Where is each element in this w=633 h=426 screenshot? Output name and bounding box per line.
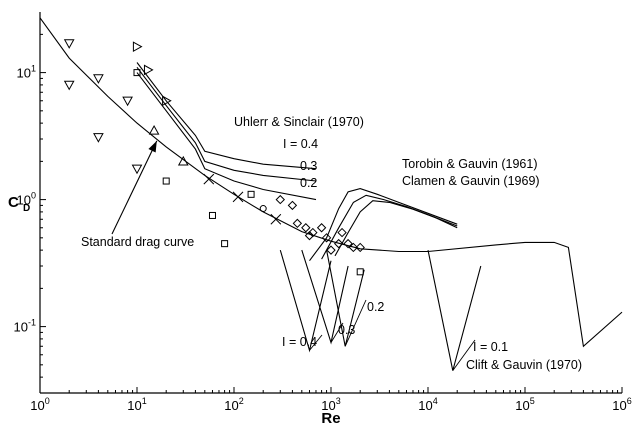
x-tick-label: 102 (224, 396, 243, 413)
curve-uhlherr-0.2 (136, 72, 317, 201)
y-axis-label-sub: D (23, 203, 30, 214)
x-tick-label: 106 (612, 396, 631, 413)
standard-drag-arrow-head (148, 140, 157, 153)
marker-diamond (321, 233, 332, 243)
annotation-uhlherr-02: 0.2 (300, 176, 317, 190)
annotation-clift: Clift & Gauvin (1970) (466, 358, 582, 372)
x-tick-label: 100 (30, 396, 49, 413)
annotation-uhlherr: Uhlerr & Sinclair (1970) (234, 115, 364, 129)
marker-square (133, 69, 141, 77)
y-axis-label-main: C (8, 194, 19, 211)
x-tick-label: 104 (418, 396, 437, 413)
curve-uhlherr-0.3 (136, 66, 317, 182)
annotation-clift-02: 0.2 (367, 300, 384, 314)
marker-x (232, 191, 244, 203)
marker-triangle-down (63, 39, 75, 49)
x-tick-label: 105 (515, 396, 534, 413)
marker-diamond (275, 194, 285, 205)
leader-clift-i04 (309, 334, 323, 351)
annotation-leaders (111, 140, 476, 371)
leader-clift-i01 (452, 339, 476, 371)
curve-torobin-0.3 (321, 194, 458, 260)
marker-triangle-down (93, 74, 104, 84)
standard-drag-arrow-shaft (111, 140, 158, 235)
marker-square (162, 177, 170, 185)
annotation-clift-03: 0.3 (338, 323, 355, 337)
marker-diamond (292, 218, 303, 229)
marker-diamond (348, 242, 359, 253)
curve-torobin-0.2 (334, 200, 458, 257)
annotation-torobin: Torobin & Gauvin (1961) (402, 157, 538, 171)
annotation-clift-i01: I = 0.1 (473, 340, 508, 354)
marker-triangle-right (143, 64, 154, 76)
y-tick-label: 101 (17, 64, 36, 81)
annotation-uhlherr-i04: I = 0.4 (283, 137, 318, 151)
curve-clift-0.3 (301, 249, 349, 345)
marker-triangle-right (132, 41, 143, 53)
marker-triangle-up (148, 124, 160, 135)
marker-diamond (333, 238, 344, 249)
annotation-standard-drag: Standard drag curve (81, 235, 194, 249)
marker-x (203, 173, 215, 185)
marker-triangle-right (162, 95, 172, 107)
leader-clift-02 (344, 299, 367, 347)
marker-diamond (343, 238, 353, 249)
marker-square (208, 211, 216, 219)
x-tick-label: 101 (127, 396, 146, 413)
leader-clift-03 (330, 322, 344, 343)
marker-triangle-up (177, 155, 189, 166)
marker-square (356, 268, 364, 276)
marker-x (270, 213, 282, 225)
marker-triangle-down (131, 164, 143, 175)
curves-layer (39, 17, 623, 371)
marker-square (221, 240, 229, 248)
marker-triangle-down (63, 80, 75, 91)
marker-diamond (287, 200, 298, 211)
marker-square (247, 190, 255, 198)
marker-triangle-down (93, 133, 104, 143)
marker-circle (259, 205, 267, 213)
marker-diamond (326, 245, 336, 255)
annotation-clift-i04: I = 0.4 (282, 335, 317, 349)
curve-torobin-0.4 (309, 188, 458, 262)
marker-diamond (316, 223, 327, 233)
marker-diamond (304, 230, 315, 241)
curve-clift-0.4 (279, 249, 332, 353)
y-tick-label: 100 (17, 191, 36, 208)
y-axis-label: C D (8, 194, 30, 214)
x-axis-label: Re (321, 410, 340, 426)
marker-triangle-down (122, 96, 133, 107)
annotation-uhlherr-03: 0.3 (300, 159, 317, 173)
x-tick-label: 103 (321, 396, 340, 413)
annotation-clamen: Clamen & Gauvin (1969) (402, 174, 540, 188)
curve-uhlherr-0.4 (136, 62, 317, 170)
marker-diamond (337, 227, 347, 238)
y-tick-label: 10-1 (14, 318, 36, 335)
axis-ticks: 100 101 102 103 104 105 106 10-1 100 101 (14, 33, 632, 413)
curve-clift-0.2 (326, 249, 365, 347)
markers-layer (63, 39, 365, 276)
marker-diamond (301, 223, 311, 233)
marker-diamond (355, 242, 365, 253)
